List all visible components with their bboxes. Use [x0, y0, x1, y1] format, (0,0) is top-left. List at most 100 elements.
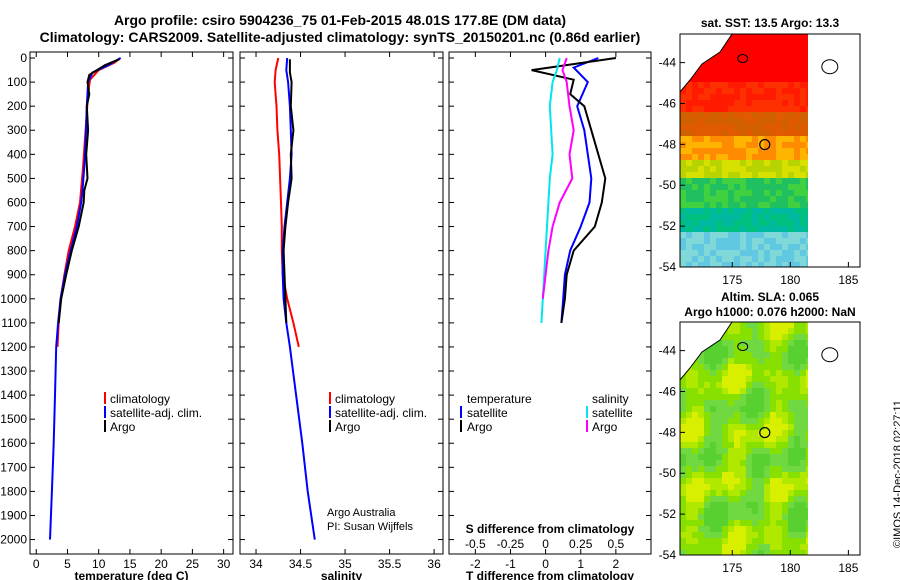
map-cell — [716, 358, 723, 365]
map-cell — [764, 508, 771, 515]
map-cell — [758, 418, 765, 425]
map-cell — [716, 58, 723, 65]
map-cell — [782, 502, 789, 509]
map-cell — [758, 520, 765, 527]
map-cell — [752, 526, 759, 533]
map-cell — [692, 208, 699, 215]
map-cell — [740, 40, 747, 47]
map-cell — [734, 538, 741, 545]
x-tick-label: 36 — [427, 557, 441, 571]
map-cell — [764, 94, 771, 101]
map-cell — [680, 166, 687, 173]
map-cell — [794, 484, 801, 491]
map-cell — [734, 52, 741, 59]
map-cell — [806, 550, 808, 555]
map-cell — [716, 124, 723, 131]
map-cell — [734, 154, 741, 161]
map-cell — [794, 514, 801, 521]
map-cell — [728, 352, 735, 359]
map-cell — [794, 364, 801, 371]
map-cell — [740, 142, 747, 149]
map-cell — [776, 142, 783, 149]
map-cell — [740, 256, 747, 263]
map-cell — [764, 460, 771, 467]
map-cell — [722, 208, 729, 215]
map-cell — [782, 130, 789, 137]
map-cell — [788, 370, 795, 377]
map-cell — [734, 352, 741, 359]
map-cell — [716, 130, 723, 137]
map-cell — [734, 142, 741, 149]
map-cell — [734, 184, 741, 191]
map-cell — [800, 34, 807, 41]
map-cell — [758, 94, 765, 101]
map-cell — [734, 478, 741, 485]
map-cell — [740, 238, 747, 245]
x-tick-label: 35 — [338, 557, 352, 571]
map-cell — [746, 538, 753, 545]
map-cell — [776, 502, 783, 509]
map-cell — [680, 466, 687, 473]
map-cell — [764, 220, 771, 227]
map-cell — [722, 160, 729, 167]
map-cell — [776, 472, 783, 479]
map-cell — [698, 136, 705, 143]
map-cell — [782, 538, 789, 545]
map-cell — [722, 538, 729, 545]
map-cell — [758, 334, 765, 341]
x-tick-label: 10 — [92, 557, 106, 571]
map-cell — [740, 442, 747, 449]
map-cell — [788, 232, 795, 239]
map-cell — [776, 262, 783, 267]
map-cell — [728, 496, 735, 503]
map-cell — [788, 256, 795, 263]
map-cell — [698, 550, 705, 555]
map-cell — [686, 472, 693, 479]
map-cell — [740, 88, 747, 95]
map-cell — [764, 364, 771, 371]
map-cell — [740, 328, 747, 335]
map-cell — [770, 232, 777, 239]
map-cell — [758, 400, 765, 407]
map-cell — [722, 514, 729, 521]
map-cell — [710, 412, 717, 419]
map-cell — [746, 148, 753, 155]
map-cell — [716, 214, 723, 221]
map-cell — [686, 232, 693, 239]
sla_map-frame — [679, 321, 861, 556]
map-cell — [710, 382, 717, 389]
map-cell — [722, 376, 729, 383]
map-cell — [758, 76, 765, 83]
map-cell — [776, 322, 783, 329]
temperature-xlabel: temperature (deg C) — [74, 569, 188, 580]
map-cell — [728, 238, 735, 245]
map-cell — [758, 160, 765, 167]
map-cell — [698, 106, 705, 113]
map-cell — [752, 442, 759, 449]
map-cell — [722, 136, 729, 143]
map-cell — [680, 412, 687, 419]
map-cell — [680, 514, 687, 521]
map-cell — [770, 40, 777, 47]
map-cell — [686, 448, 693, 455]
map-cell — [788, 538, 795, 545]
map-cell — [704, 478, 711, 485]
map-cell — [752, 340, 759, 347]
temp-legend: climatology satellite-adj. clim. Argo — [104, 392, 202, 434]
map-cell — [764, 262, 771, 267]
map-cell — [704, 202, 711, 209]
map-cell — [746, 478, 753, 485]
map-cell — [698, 502, 705, 509]
map-cell — [686, 370, 693, 377]
map-cell — [776, 448, 783, 455]
map-cell — [746, 184, 753, 191]
map-cell — [716, 388, 723, 395]
island-outline — [821, 59, 839, 75]
map-cell — [734, 382, 741, 389]
map-cell — [764, 406, 771, 413]
map-cell — [680, 220, 687, 227]
map-cell — [752, 76, 759, 83]
map-cell — [770, 118, 777, 125]
map-cell — [740, 484, 747, 491]
map-cell — [734, 448, 741, 455]
